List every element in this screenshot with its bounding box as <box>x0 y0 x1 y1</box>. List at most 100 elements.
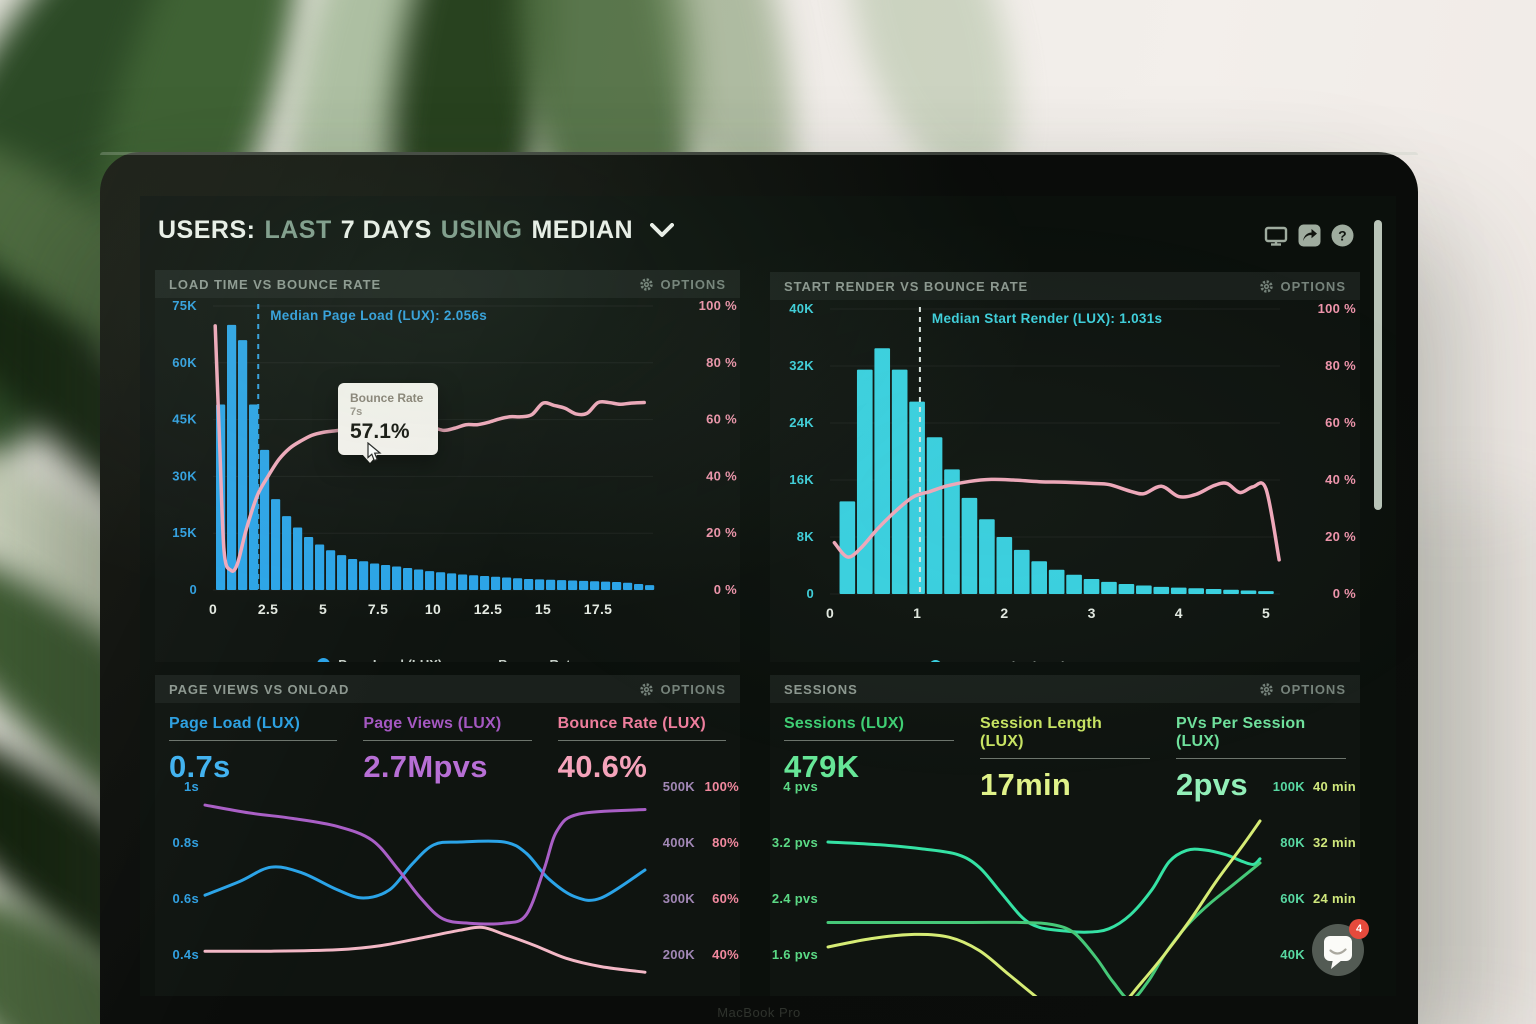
svg-text:0.6s: 0.6s <box>172 891 199 906</box>
report-title-dropdown[interactable]: USERS: LAST 7 DAYS USING MEDIAN <box>158 216 675 245</box>
svg-text:32 min: 32 min <box>1313 835 1356 850</box>
svg-text:5: 5 <box>319 601 327 617</box>
svg-text:0.4s: 0.4s <box>172 947 199 962</box>
svg-text:20 %: 20 % <box>1325 529 1356 544</box>
legend-label: Start Render (LUX) <box>950 659 1066 662</box>
load-time-histogram-chart[interactable]: 75K 100 % 60K 80 % 45K 60 % 30K 40 % 15K 20 % 0 0 %… <box>155 298 740 650</box>
svg-text:0.8s: 0.8s <box>172 835 199 850</box>
svg-text:40K: 40K <box>789 301 814 316</box>
share-icon[interactable] <box>1298 224 1321 252</box>
svg-text:200K: 200K <box>663 947 696 962</box>
gear-icon <box>640 277 654 291</box>
svg-text:15K: 15K <box>172 525 197 540</box>
svg-text:0 %: 0 % <box>714 582 737 597</box>
svg-text:60K: 60K <box>172 355 197 370</box>
title-median: MEDIAN <box>531 216 634 244</box>
panel-load-time-vs-bounce-rate: LOAD TIME VS BOUNCE RATE OPTIONS 75K 100 … <box>155 270 740 662</box>
svg-text:2.4 pvs: 2.4 pvs <box>772 891 818 906</box>
gear-icon <box>640 682 654 696</box>
svg-text:30K: 30K <box>172 468 197 483</box>
gear-icon <box>1260 279 1274 293</box>
metric-page-load: Page Load (LUX) 0.7s <box>169 715 338 785</box>
options-button[interactable]: OPTIONS <box>639 682 726 697</box>
analytics-dashboard: USERS: LAST 7 DAYS USING MEDIAN ? <box>140 196 1396 996</box>
chat-launcher-button[interactable]: 4 <box>1311 919 1369 977</box>
options-button[interactable]: OPTIONS <box>1259 682 1346 697</box>
svg-text:Median Start Render (LUX): 1.0: Median Start Render (LUX): 1.031s <box>932 311 1162 326</box>
help-icon[interactable]: ? <box>1331 224 1354 252</box>
options-button[interactable]: OPTIONS <box>1259 279 1346 294</box>
legend-label: Page Load (LUX) <box>338 657 442 662</box>
panel-start-render-vs-bounce-rate: START RENDER VS BOUNCE RATE OPTIONS 40K 1… <box>770 272 1360 662</box>
scrollbar[interactable] <box>1374 220 1382 510</box>
display-icon[interactable] <box>1264 225 1288 252</box>
svg-text:2.5: 2.5 <box>258 601 278 617</box>
chart-legend: Start Render (LUX) Bounce Rate <box>770 659 1360 662</box>
svg-text:16K: 16K <box>789 472 814 487</box>
svg-text:45K: 45K <box>172 412 197 427</box>
svg-text:8K: 8K <box>797 529 815 544</box>
svg-text:100 %: 100 % <box>1318 301 1357 316</box>
svg-text:0: 0 <box>806 586 814 601</box>
svg-text:400K: 400K <box>663 835 696 850</box>
panel-title: PAGE VIEWS VS ONLOAD <box>169 681 350 697</box>
panel-title: SESSIONS <box>784 681 858 697</box>
panel-title: START RENDER VS BOUNCE RATE <box>784 278 1029 294</box>
device-brand-label: MacBook Pro <box>717 1005 801 1020</box>
svg-text:5: 5 <box>1262 605 1270 621</box>
start-render-histogram-chart[interactable]: 40K 100 % 32K 80 % 24K 60 % 16K 40 % 8K 20 % 0 0 % 0… <box>770 300 1360 652</box>
svg-text:80K: 80K <box>1280 835 1305 850</box>
tooltip-bucket: 7s <box>350 406 363 418</box>
title-7days: 7 DAYS <box>340 216 432 244</box>
svg-text:15: 15 <box>535 601 551 617</box>
svg-text:100%: 100% <box>705 780 740 794</box>
svg-text:3: 3 <box>1088 605 1096 621</box>
svg-text:60%: 60% <box>712 891 739 906</box>
svg-text:7.5: 7.5 <box>368 601 388 617</box>
svg-text:0: 0 <box>826 605 834 621</box>
chat-bubble-icon <box>1312 924 1364 976</box>
options-button[interactable]: OPTIONS <box>639 277 726 292</box>
svg-text:24 min: 24 min <box>1313 891 1356 906</box>
panel-title: LOAD TIME VS BOUNCE RATE <box>169 276 382 292</box>
svg-text:60 %: 60 % <box>706 412 737 427</box>
svg-text:80 %: 80 % <box>1325 358 1356 373</box>
svg-text:60 %: 60 % <box>1325 415 1356 430</box>
laptop: USERS: LAST 7 DAYS USING MEDIAN ? <box>100 152 1418 1024</box>
svg-text:32K: 32K <box>789 358 814 373</box>
gear-icon <box>1260 682 1274 696</box>
svg-text:0: 0 <box>189 582 197 597</box>
svg-text:4: 4 <box>1175 605 1183 621</box>
chat-unread-badge: 4 <box>1349 919 1369 939</box>
svg-text:40 min: 40 min <box>1313 780 1356 794</box>
metric-pvs-per-session: PVs Per Session (LUX) 2pvs <box>1176 715 1346 803</box>
panel-page-views-vs-onload: PAGE VIEWS VS ONLOAD OPTIONS Page Load (… <box>155 675 740 996</box>
svg-text:20 %: 20 % <box>706 525 737 540</box>
legend-label: Bounce Rate <box>498 657 577 662</box>
svg-text:?: ? <box>1338 228 1347 244</box>
chevron-down-icon[interactable] <box>650 216 675 245</box>
svg-text:100K: 100K <box>1273 780 1306 794</box>
sessions-line-chart[interactable]: 4 pvs 100K 40 min 3.2 pvs 80K 32 min 2.4 pvs 60… <box>770 780 1360 996</box>
chart-tooltip: Bounce Rate 7s 57.1% <box>338 383 438 463</box>
svg-text:Median Page Load (LUX): 2.056s: Median Page Load (LUX): 2.056s <box>270 308 487 323</box>
tooltip-series: Bounce Rate <box>350 391 424 405</box>
legend-label: Bounce Rate <box>1122 659 1201 662</box>
metric-bounce-rate: Bounce Rate (LUX) 40.6% <box>557 715 726 785</box>
svg-text:75K: 75K <box>172 298 197 313</box>
tooltip-value: 57.1% <box>350 420 410 443</box>
svg-text:40 %: 40 % <box>706 468 737 483</box>
svg-text:4 pvs: 4 pvs <box>783 780 818 794</box>
svg-text:24K: 24K <box>789 415 814 430</box>
title-using: USING <box>440 216 523 244</box>
metric-sessions: Sessions (LUX) 479K <box>784 715 954 803</box>
title-users: USERS: <box>158 216 256 244</box>
mouse-cursor <box>367 441 384 467</box>
svg-text:100 %: 100 % <box>699 298 738 313</box>
svg-text:1.6 pvs: 1.6 pvs <box>772 947 818 962</box>
page-views-line-chart[interactable]: 1s 500K 100% 0.8s 400K 80% 0.6s 300K 60% 0.4s 200K… <box>155 780 740 996</box>
svg-text:40K: 40K <box>1280 947 1305 962</box>
svg-text:40 %: 40 % <box>1325 472 1356 487</box>
svg-text:0: 0 <box>209 601 217 617</box>
